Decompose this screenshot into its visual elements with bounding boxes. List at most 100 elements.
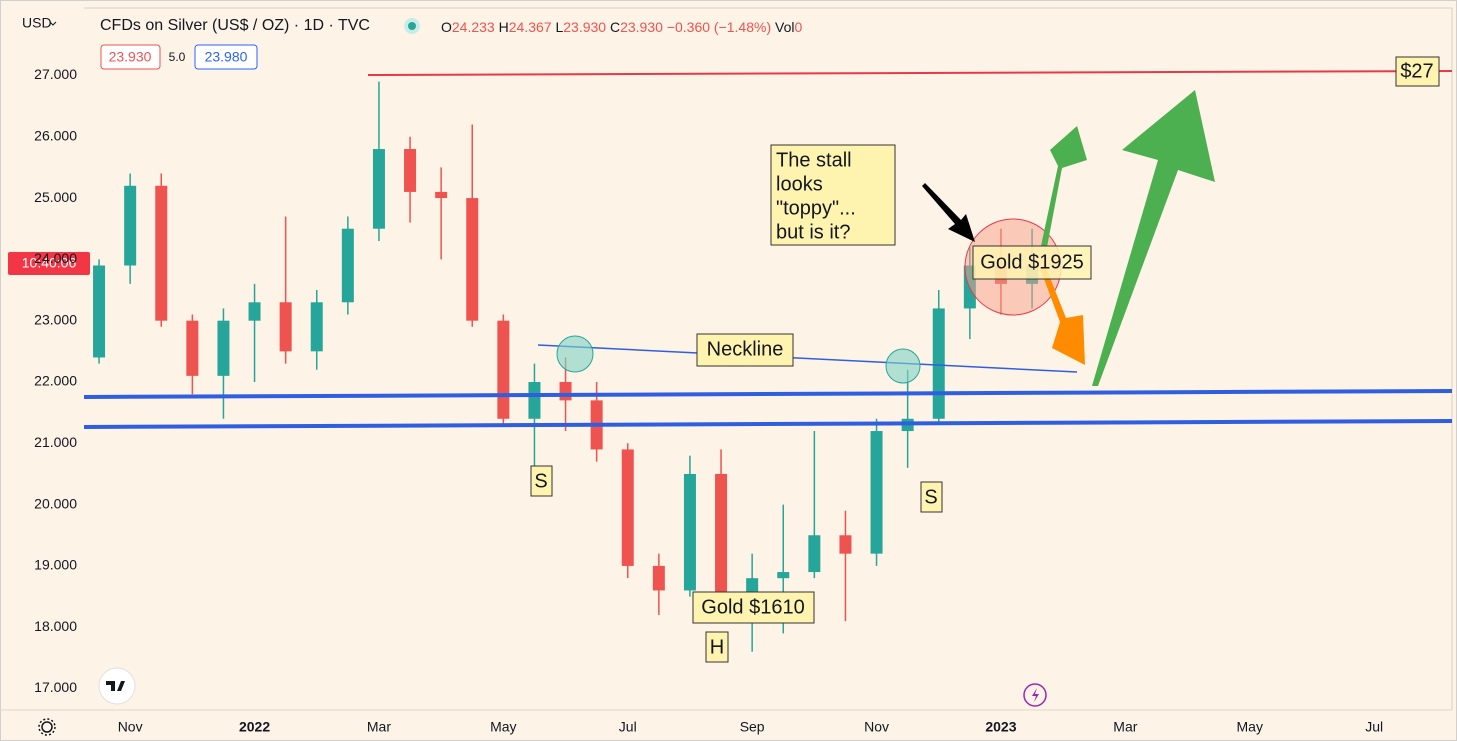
support-line	[83, 389, 1453, 399]
green-arrow	[1041, 126, 1087, 247]
ohlc-label: L	[555, 19, 563, 35]
y-tick-label: 20.000	[34, 495, 77, 511]
target-line	[367, 70, 1453, 76]
volume-label: Vol	[775, 19, 794, 35]
y-tick-label: 27.000	[34, 66, 77, 82]
volume: 0	[794, 19, 802, 35]
x-tick-label: May	[1237, 719, 1263, 735]
label-box	[696, 333, 794, 367]
x-tick-label: Sep	[740, 719, 765, 735]
gold-high: Gold $1925	[980, 251, 1083, 273]
stall-note: The stall	[776, 149, 852, 171]
currency-chevron[interactable]	[49, 21, 57, 26]
x-tick-label: Nov	[118, 719, 143, 735]
shoulder-marker	[556, 335, 594, 373]
candle-body	[341, 228, 354, 303]
spread: 5.0	[169, 50, 186, 64]
candle-body	[777, 572, 790, 579]
x-tick-label: Mar	[1113, 719, 1137, 735]
candle-body	[248, 302, 261, 321]
label-box	[972, 245, 1092, 280]
candle-body	[528, 381, 541, 419]
label-box	[920, 481, 943, 513]
ohlc-legend: O24.233 H24.367 L23.930 C23.930 −0.360 (…	[441, 19, 802, 35]
settings-teeth[interactable]	[38, 718, 56, 736]
orange-arrow	[1040, 265, 1085, 365]
change: −0.360 (−1.48%)	[667, 19, 771, 35]
candle-body	[808, 535, 821, 573]
y-tick-label: 18.000	[34, 618, 77, 634]
candle-body	[279, 302, 292, 352]
logo[interactable]	[98, 667, 136, 705]
candle-body	[217, 320, 230, 376]
y-tick-label: 25.000	[34, 189, 77, 205]
x-tick-label: Mar	[367, 719, 391, 735]
neckline-label: Neckline	[707, 338, 784, 360]
symbol-title: CFDs on Silver (US$ / OZ) · 1D · TVC	[100, 17, 370, 34]
stall-note: "toppy"...	[776, 197, 856, 219]
candle-body	[932, 308, 945, 419]
candle-body	[839, 535, 852, 554]
countdown: 10:40:06	[22, 255, 77, 271]
y-tick-label: 26.000	[34, 127, 77, 143]
shoulder-marker	[885, 348, 921, 384]
label-box	[770, 144, 896, 246]
green-arrow	[1092, 90, 1215, 386]
bid[interactable]: 23.930	[109, 49, 152, 65]
stall-note: but is it?	[776, 221, 850, 243]
candle-body	[683, 473, 696, 591]
countdown-badge	[8, 252, 90, 275]
y-tick-label: 21.000	[34, 434, 77, 450]
x-tick-label: May	[490, 719, 516, 735]
label-box	[692, 591, 815, 624]
x-tick-label: 2023	[985, 719, 1016, 735]
candle-body	[372, 149, 385, 229]
ask-box[interactable]	[194, 44, 258, 70]
y-tick-label: 17.000	[34, 679, 77, 695]
candle-body	[310, 302, 323, 352]
candles	[93, 81, 1039, 652]
y-tick-label: 19.000	[34, 557, 77, 573]
ask[interactable]: 23.980	[205, 49, 248, 65]
events-icon[interactable]	[1023, 683, 1047, 707]
ohlc-value: 23.930	[620, 19, 663, 35]
settings-icon[interactable]	[41, 721, 53, 733]
candle-body	[186, 320, 199, 376]
ohlc-label: C	[610, 19, 620, 35]
shoulder-label: S	[924, 486, 937, 508]
support-line	[83, 419, 1453, 429]
head-label: H	[710, 636, 724, 658]
candle-body	[466, 198, 479, 321]
candle-body	[93, 265, 106, 358]
price-target: $27	[1400, 60, 1433, 82]
x-tick-label: Jul	[619, 719, 637, 735]
label-box	[705, 631, 729, 663]
ohlc-label: H	[499, 19, 509, 35]
label-box	[1395, 56, 1440, 87]
y-tick-label: 24.000	[34, 250, 77, 266]
bid-box[interactable]	[100, 44, 161, 70]
x-tick-label: 2022	[239, 719, 270, 735]
candle-body	[124, 185, 137, 266]
candle-body	[155, 185, 168, 321]
logo-mark[interactable]	[106, 681, 125, 691]
neckline	[537, 344, 1078, 373]
ohlc-label: O	[441, 19, 452, 35]
currency[interactable]: USD	[22, 15, 52, 31]
candle-body	[435, 191, 448, 199]
candle-body	[870, 431, 883, 554]
gold-low: Gold $1610	[701, 596, 804, 618]
candle-body	[652, 565, 665, 591]
ohlc-value: 24.367	[509, 19, 552, 35]
candle-body	[497, 320, 510, 419]
stall-note: looks	[776, 173, 823, 195]
events-bolt[interactable]	[1032, 688, 1039, 702]
candle-body	[559, 381, 572, 401]
ohlc-value: 24.233	[452, 19, 495, 35]
status-dot	[408, 22, 416, 30]
x-tick-label: Nov	[864, 719, 889, 735]
y-tick-label: 22.000	[34, 373, 77, 389]
black-arrow	[922, 183, 975, 242]
